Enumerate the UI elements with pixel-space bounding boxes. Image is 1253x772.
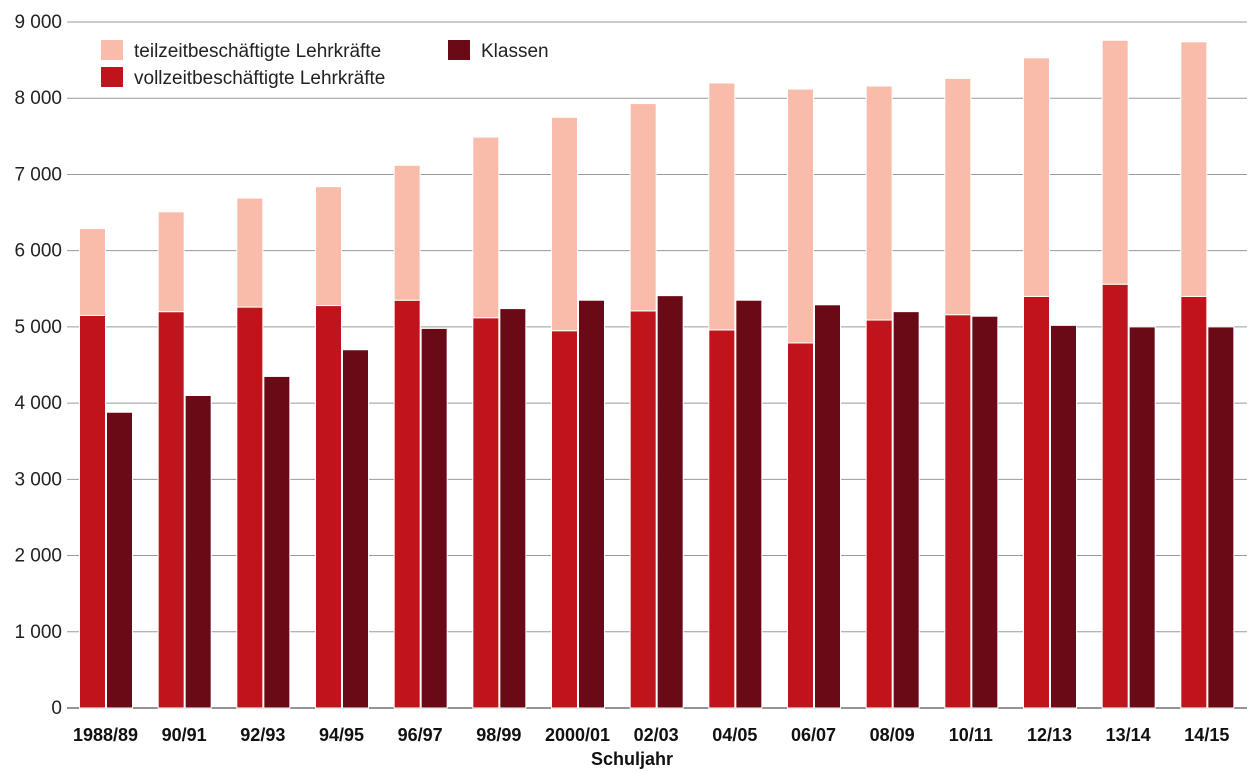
bar-klassen — [735, 299, 763, 709]
legend-swatch — [101, 40, 123, 60]
legend-label: Klassen — [481, 41, 549, 62]
bar-vollzeit — [1023, 295, 1050, 709]
x-tick-label: 1988/89 — [73, 725, 138, 745]
bar-teilzeit — [1101, 39, 1129, 285]
y-tick-label: 6 000 — [14, 241, 62, 262]
bar-vollzeit — [944, 314, 972, 709]
legend-label: teilzeitbeschäftigte Lehrkräfte — [134, 41, 381, 62]
x-tick-label: 06/07 — [791, 725, 836, 745]
legend: teilzeitbeschäftigte Lehrkräfte Klassen vo… — [101, 40, 549, 89]
x-tick-label: 12/13 — [1027, 725, 1072, 745]
y-tick-label: 0 — [51, 698, 62, 719]
bar-klassen — [578, 299, 605, 709]
bar-vollzeit — [865, 319, 893, 709]
bar-teilzeit — [393, 164, 421, 301]
bar-klassen — [1207, 326, 1235, 709]
bar-teilzeit — [787, 88, 814, 344]
bar-klassen — [1128, 326, 1156, 709]
bar-teilzeit — [708, 82, 736, 331]
bar-klassen — [814, 304, 841, 709]
bar-vollzeit — [236, 306, 264, 709]
y-tick-label: 2 000 — [14, 546, 62, 567]
bar-klassen — [184, 394, 212, 709]
x-tick-label: 04/05 — [712, 725, 757, 745]
bar-klassen — [1050, 324, 1077, 709]
bar-teilzeit — [865, 85, 893, 321]
bar-vollzeit — [157, 311, 185, 709]
bar-vollzeit — [1101, 283, 1129, 709]
bar-vollzeit — [708, 329, 736, 709]
bar-klassen — [971, 315, 999, 709]
bars — [79, 39, 1235, 709]
bar-teilzeit — [944, 77, 972, 316]
bar-klassen — [892, 311, 920, 709]
x-tick-label: 02/03 — [634, 725, 679, 745]
y-tick-label: 1 000 — [14, 622, 62, 643]
x-tick-label: 94/95 — [319, 725, 364, 745]
bar-klassen — [106, 411, 133, 709]
bar-vollzeit — [1180, 295, 1208, 709]
x-tick-label: 13/14 — [1106, 725, 1151, 745]
y-tick-label: 5 000 — [14, 317, 62, 338]
x-tick-label: 92/93 — [240, 725, 285, 745]
legend-swatch — [101, 67, 123, 87]
bar-teilzeit — [1023, 57, 1050, 297]
x-tick-label: 90/91 — [162, 725, 207, 745]
bar-vollzeit — [629, 310, 657, 709]
bar-klassen — [656, 295, 684, 709]
bar-teilzeit — [79, 228, 106, 316]
x-tick-label: 2000/01 — [545, 725, 610, 745]
y-tick-label: 9 000 — [14, 12, 62, 33]
x-tick-label: 98/99 — [476, 725, 521, 745]
bar-vollzeit — [472, 317, 500, 709]
bar-teilzeit — [551, 116, 578, 332]
bar-vollzeit — [79, 314, 106, 709]
bar-teilzeit — [472, 136, 500, 319]
y-tick-label: 8 000 — [14, 88, 62, 109]
bar-teilzeit — [157, 211, 185, 313]
bar-klassen — [342, 349, 369, 709]
bar-vollzeit — [393, 299, 421, 709]
bar-klassen — [499, 308, 527, 709]
bar-teilzeit — [315, 186, 342, 307]
y-tick-label: 7 000 — [14, 164, 62, 185]
x-tick-label: 10/11 — [949, 725, 993, 745]
y-tick-label: 4 000 — [14, 393, 62, 414]
x-tick-label: 96/97 — [398, 725, 443, 745]
bar-teilzeit — [236, 197, 264, 308]
legend-swatch — [448, 40, 470, 60]
x-tick-label: 14/15 — [1184, 725, 1229, 745]
y-tick-label: 3 000 — [14, 469, 62, 490]
bar-vollzeit — [551, 330, 578, 709]
legend-label: vollzeitbeschäftigte Lehrkräfte — [134, 68, 385, 89]
bar-vollzeit — [787, 342, 814, 709]
x-tick-label: 08/09 — [870, 725, 915, 745]
bar-teilzeit — [1180, 41, 1208, 297]
x-axis-label: Schuljahr — [591, 749, 673, 769]
bar-teilzeit — [629, 103, 657, 312]
x-axis-ticks: 1988/89 90/91 92/93 94/95 96/97 98/99 2000/01 0… — [73, 725, 1229, 745]
bar-klassen — [420, 327, 448, 709]
bar-klassen — [263, 375, 291, 709]
y-axis-ticks: 0 1 000 2 000 3 000 4 000 5 000 6 000 7 000 8 00… — [14, 12, 62, 719]
bar-vollzeit — [315, 305, 342, 709]
